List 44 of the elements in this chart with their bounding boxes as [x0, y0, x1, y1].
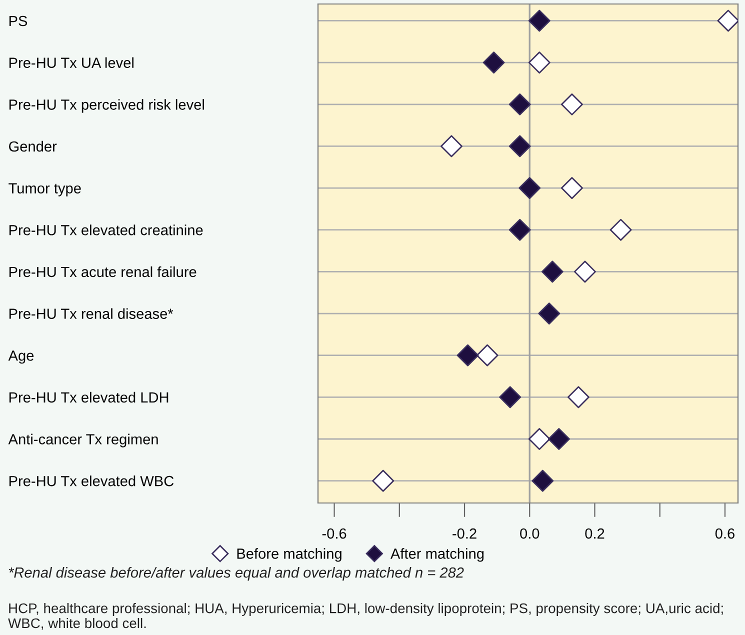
y-tick-label: Pre-HU Tx renal disease*	[9, 308, 174, 319]
x-tick-label: 0.6	[715, 528, 734, 539]
point	[528, 428, 550, 450]
y-tick-label: Age	[8, 350, 34, 364]
x-tick-label: 0.2	[585, 528, 604, 539]
point	[476, 344, 498, 366]
point	[518, 177, 541, 200]
point	[440, 135, 462, 158]
point	[528, 10, 550, 32]
legend-label: After matching	[390, 548, 484, 562]
y-tick-label: Anti-cancer Tx regimen	[8, 434, 158, 448]
text: HCP, healthcare professional; HUA, Hyperuricemia; LDH, low-density lipoprotein; PS, propensity score; UA,uric acid; WBC, white blood cell.	[8, 603, 723, 630]
y-tick-label: Pre-HU Tx elevated creatinine	[9, 224, 203, 236]
point	[541, 260, 564, 283]
y-tick-label: Pre-HU Tx acute renal failure	[9, 266, 196, 278]
y-tick-label: Pre-HU Tx perceived risk level	[9, 99, 204, 113]
x-tick-label: 0.0	[520, 528, 540, 539]
point	[560, 177, 583, 200]
point	[508, 135, 531, 158]
y-tick-label: Pre-HU Tx elevated LDH	[9, 392, 168, 403]
point	[548, 428, 570, 450]
y-tick-label: PS	[9, 16, 28, 26]
y-tick-label: Gender	[9, 140, 57, 152]
point	[482, 52, 505, 74]
point	[499, 386, 522, 408]
point	[610, 218, 632, 241]
y-tick-label: Pre-HU Tx elevated WBC	[9, 476, 174, 486]
y-tick-label: Pre-HU Tx UA level	[9, 57, 134, 68]
x-tick-label: -0.2	[452, 528, 476, 539]
y-tick-label: Tumor type	[8, 183, 81, 196]
point	[532, 470, 554, 492]
point	[528, 52, 550, 74]
point	[456, 344, 479, 366]
point	[567, 386, 590, 408]
point	[538, 302, 560, 325]
x-tick-label: -0.6	[322, 528, 346, 539]
point	[560, 93, 583, 116]
point	[372, 470, 394, 492]
point	[574, 260, 596, 283]
point	[717, 10, 738, 32]
point	[508, 93, 531, 116]
point	[508, 218, 531, 241]
legend-label: Before matching	[237, 548, 342, 562]
text: *Renal disease before/after values equal and overlap matched n = 282	[8, 567, 464, 581]
